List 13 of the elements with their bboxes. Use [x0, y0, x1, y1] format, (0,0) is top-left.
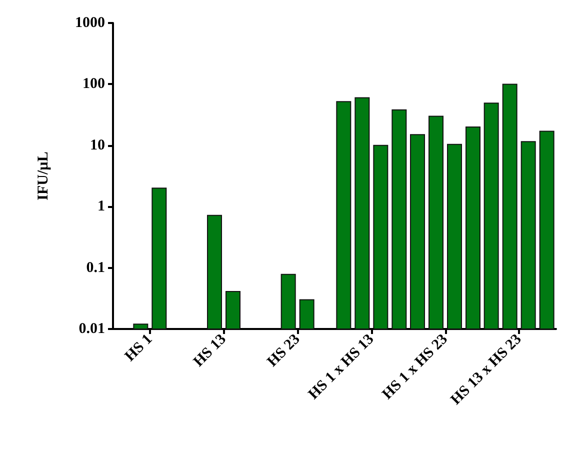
y-tick-label: 0.1 — [86, 260, 105, 276]
x-tick-label: HS 1 x HS 13 — [306, 331, 378, 403]
y-tick-label: 0.01 — [78, 321, 105, 337]
x-tick-label: HS 1 — [122, 331, 156, 365]
x-tick-label: HS 13 x HS 23 — [448, 331, 525, 408]
y-tick-label: 10 — [90, 137, 105, 154]
x-tick-label: HS 13 — [190, 331, 230, 370]
y-tick-label: 1000 — [75, 15, 105, 31]
y-axis-title: IFU/µL — [36, 152, 52, 200]
y-tick-label: 1 — [98, 198, 105, 215]
x-tick-label: HS 1 x HS 23 — [380, 331, 451, 403]
y-tick-label: 100 — [82, 76, 105, 92]
x-tick-label: HS 23 — [264, 331, 304, 370]
